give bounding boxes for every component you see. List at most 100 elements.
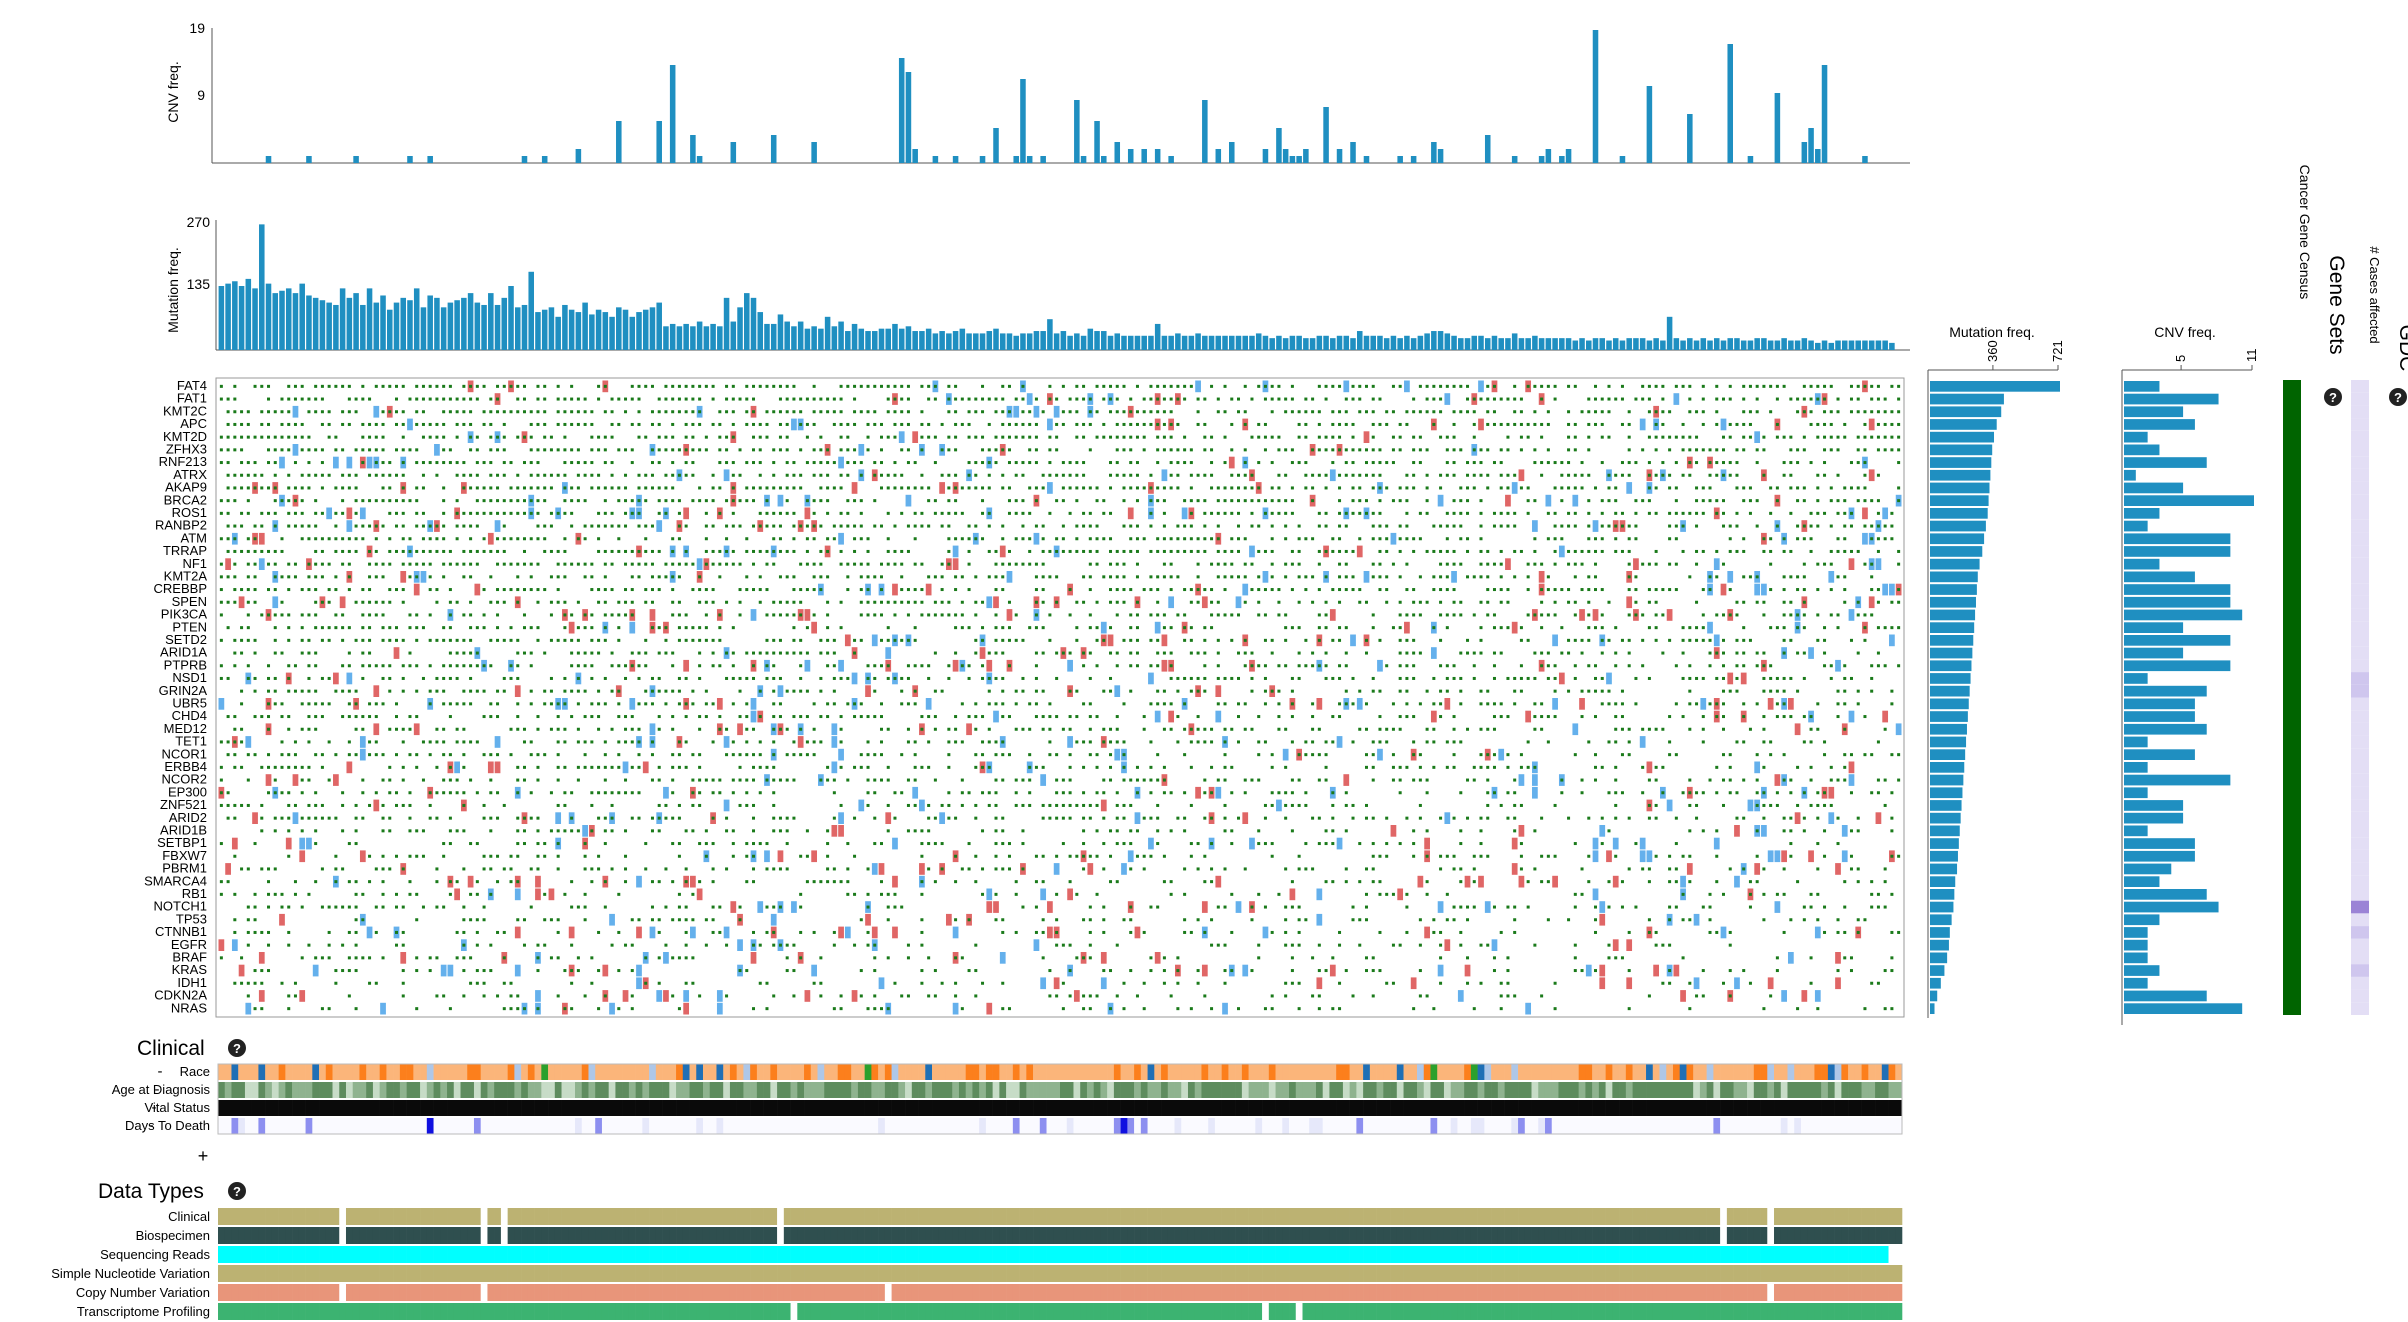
- mutation-dot: [1075, 740, 1079, 744]
- mutation-dot: [1688, 384, 1692, 388]
- mutation-dot: [395, 727, 399, 731]
- mutation-bar: [1626, 338, 1632, 350]
- mutation-dot: [1378, 461, 1382, 465]
- mutation-dot: [1331, 588, 1335, 592]
- mutation-dot: [677, 537, 681, 541]
- mutation-dot: [671, 613, 675, 617]
- mutation-dot: [1048, 613, 1052, 617]
- mutation-dot: [1445, 588, 1449, 592]
- mutation-dot: [698, 753, 702, 757]
- mutation-dot: [718, 435, 722, 439]
- mutation-dot: [1331, 410, 1335, 414]
- mutation-dot: [1769, 537, 1773, 541]
- mutation-dot: [1129, 626, 1133, 630]
- mutation-dot: [1681, 524, 1685, 528]
- mutation-dot: [1109, 600, 1113, 604]
- mutation-dot: [273, 702, 277, 706]
- mutation-dot: [1890, 753, 1894, 757]
- mutation-dot: [1257, 435, 1261, 439]
- mutation-dot: [866, 410, 870, 414]
- mutation-bar: [750, 297, 757, 350]
- mutation-dot: [1317, 422, 1321, 426]
- mutation-dot: [1492, 511, 1496, 515]
- mutation-dot: [1095, 524, 1099, 528]
- mutation-dot: [1088, 588, 1092, 592]
- mutation-dot: [1614, 651, 1618, 655]
- mutation-dot: [415, 410, 419, 414]
- mutation-bar: [1633, 338, 1639, 350]
- mutation-dot: [1654, 435, 1658, 439]
- mutation-dot: [1708, 588, 1712, 592]
- mutation-dot: [1001, 486, 1005, 490]
- mutation-dot: [1668, 740, 1672, 744]
- mutation-dot: [1371, 461, 1375, 465]
- mutation-dot: [1290, 562, 1294, 566]
- mutation-dot: [435, 549, 439, 553]
- mutation-dot: [1317, 664, 1321, 668]
- mutation-dot: [913, 486, 917, 490]
- mutation-dot: [280, 435, 284, 439]
- mutation-dot: [671, 689, 675, 693]
- oncogrid-main[interactable]: [215, 377, 1905, 1018]
- mutation-dot: [1425, 384, 1429, 388]
- mutation-dot: [1499, 486, 1503, 490]
- mutation-dot: [1701, 715, 1705, 719]
- mutation-dot: [1695, 448, 1699, 452]
- mutation-dot: [610, 651, 614, 655]
- mutation-dot: [1102, 511, 1106, 515]
- mutation-dot: [1405, 702, 1409, 706]
- mutation-dot: [1223, 435, 1227, 439]
- mutation-dot: [1674, 702, 1678, 706]
- mutation-dot: [1661, 473, 1665, 477]
- mutation-dot: [691, 499, 695, 503]
- mutation-dot: [1109, 384, 1113, 388]
- mutation-dot: [1499, 448, 1503, 452]
- mutation-dot: [1001, 448, 1005, 452]
- mutation-dot: [502, 499, 506, 503]
- mutation-dot: [920, 435, 924, 439]
- mutation-dot: [1014, 511, 1018, 515]
- mutation-dot: [1243, 537, 1247, 541]
- mutation-dot: [1230, 422, 1234, 426]
- mutation-dot: [745, 575, 749, 579]
- mutation-dot: [583, 537, 587, 541]
- cnv-gain-cell: [804, 507, 811, 520]
- mutation-dot: [327, 702, 331, 706]
- mutation-dot: [1816, 499, 1820, 503]
- mutation-dot: [725, 435, 729, 439]
- mutation-dot: [1284, 524, 1288, 528]
- mutation-dot: [913, 753, 917, 757]
- cnv-loss-cell: [1882, 583, 1889, 596]
- mutation-dot: [987, 575, 991, 579]
- mutation-dot: [307, 740, 311, 744]
- mutation-dot: [267, 397, 271, 401]
- mutation-dot: [1189, 473, 1193, 477]
- mutation-dot: [1661, 410, 1665, 414]
- cnv-loss-cell: [1848, 710, 1855, 723]
- mutation-dot: [1075, 600, 1079, 604]
- mutation-dot: [307, 410, 311, 414]
- mutation-dot: [967, 664, 971, 668]
- mutation-dot: [543, 397, 547, 401]
- mutation-dot: [1290, 689, 1294, 693]
- mutation-dot: [1486, 448, 1490, 452]
- mutation-dot: [927, 715, 931, 719]
- mutation-dot: [812, 562, 816, 566]
- mutation-dot: [859, 537, 863, 541]
- mutation-dot: [1620, 715, 1624, 719]
- mutation-dot: [1378, 588, 1382, 592]
- mutation-dot: [1290, 715, 1294, 719]
- mutation-dot: [253, 384, 257, 388]
- mutation-dot: [886, 676, 890, 680]
- mutation-dot: [805, 549, 809, 553]
- mutation-dot: [361, 422, 365, 426]
- mutation-dot: [1135, 384, 1139, 388]
- mutation-dot: [482, 549, 486, 553]
- mutation-dot: [1674, 384, 1678, 388]
- mutation-dot: [1048, 473, 1052, 477]
- mutation-dot: [395, 626, 399, 630]
- mutation-dot: [475, 499, 479, 503]
- mutation-dot: [1466, 499, 1470, 503]
- mutation-dot: [1371, 511, 1375, 515]
- mutation-dot: [1169, 384, 1173, 388]
